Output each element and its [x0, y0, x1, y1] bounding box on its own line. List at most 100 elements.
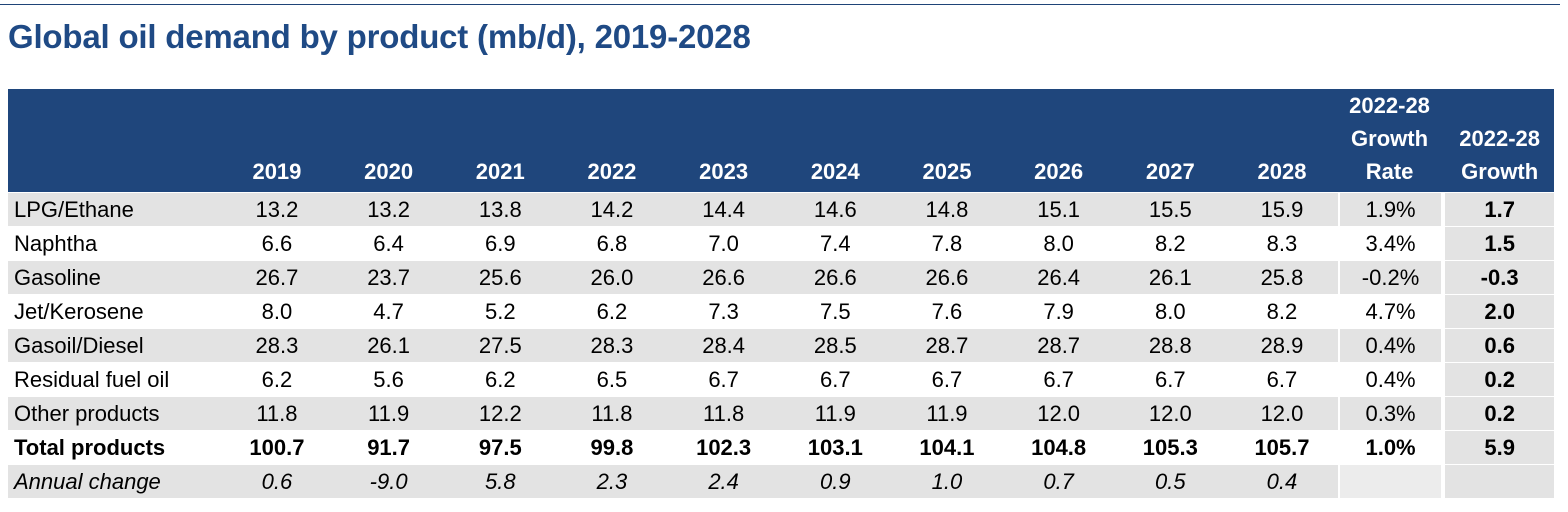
growth-rate-cell: 3.4%	[1337, 226, 1442, 260]
growth-rate-cell: 1.9%	[1337, 192, 1442, 226]
value-cell: 6.4	[332, 226, 445, 260]
value-cell: 6.2	[556, 294, 668, 328]
header-year: 2021	[444, 89, 557, 192]
value-cell: 26.0	[556, 260, 668, 294]
value-cell: 15.9	[1226, 192, 1338, 226]
value-cell: 28.9	[1226, 328, 1338, 362]
header-growth: 2022-28 Growth	[1441, 89, 1554, 192]
growth-rate-cell	[1337, 464, 1442, 498]
value-cell: 7.3	[667, 294, 780, 328]
value-cell: 8.2	[1226, 294, 1338, 328]
value-cell: 7.6	[891, 294, 1003, 328]
value-cell: 26.6	[667, 260, 780, 294]
value-cell: 5.2	[444, 294, 557, 328]
growth-cell: 1.5	[1441, 226, 1554, 260]
value-cell: 6.7	[779, 362, 892, 396]
header-year: 2028	[1226, 89, 1338, 192]
value-cell: 99.8	[556, 430, 668, 464]
header-growth-rate: 2022-28 Growth Rate	[1337, 89, 1442, 192]
value-cell: 1.0	[891, 464, 1003, 498]
value-cell: 97.5	[444, 430, 557, 464]
value-cell: 6.7	[891, 362, 1003, 396]
value-cell: 105.7	[1226, 430, 1338, 464]
value-cell: 26.6	[891, 260, 1003, 294]
row-label: Total products	[8, 430, 222, 464]
value-cell: 6.7	[667, 362, 780, 396]
value-cell: 7.8	[891, 226, 1003, 260]
row-label: Annual change	[8, 464, 222, 498]
value-cell: 28.5	[779, 328, 892, 362]
row-label: Gasoil/Diesel	[8, 328, 222, 362]
value-cell: 14.2	[556, 192, 668, 226]
growth-cell: -0.3	[1441, 260, 1554, 294]
growth-rate-cell: 0.4%	[1337, 362, 1442, 396]
value-cell: 104.1	[891, 430, 1003, 464]
top-rule	[0, 4, 1560, 5]
row-label: Naphtha	[8, 226, 222, 260]
header-row: 2019 2020 2021 2022 2023 2024 2025 2026 …	[8, 89, 1554, 192]
growth-rate-cell: 0.4%	[1337, 328, 1442, 362]
value-cell: 23.7	[332, 260, 445, 294]
header-year: 2026	[1002, 89, 1115, 192]
value-cell: 26.4	[1002, 260, 1115, 294]
growth-cell: 0.2	[1441, 362, 1554, 396]
header-year: 2024	[779, 89, 892, 192]
value-cell: 28.7	[1002, 328, 1115, 362]
value-cell: 12.0	[1002, 396, 1115, 430]
value-cell: 8.0	[221, 294, 333, 328]
value-cell: 28.3	[221, 328, 333, 362]
header-year: 2025	[891, 89, 1003, 192]
value-cell: 0.4	[1226, 464, 1338, 498]
value-cell: 25.6	[444, 260, 557, 294]
header-year: 2023	[667, 89, 780, 192]
row-label: Gasoline	[8, 260, 222, 294]
value-cell: 2.4	[667, 464, 780, 498]
header-year: 2027	[1114, 89, 1227, 192]
value-cell: 12.2	[444, 396, 557, 430]
value-cell: 25.8	[1226, 260, 1338, 294]
value-cell: 8.3	[1226, 226, 1338, 260]
row-label: LPG/Ethane	[8, 192, 222, 226]
value-cell: 91.7	[332, 430, 445, 464]
value-cell: 5.8	[444, 464, 557, 498]
value-cell: 12.0	[1114, 396, 1227, 430]
value-cell: 0.5	[1114, 464, 1227, 498]
growth-rate-cell: 1.0%	[1337, 430, 1442, 464]
value-cell: 15.5	[1114, 192, 1227, 226]
value-cell: 26.6	[779, 260, 892, 294]
table-row: Annual change 0.6 -9.0 5.8 2.3 2.4 0.9 1.0 0.7 0.…	[8, 464, 1554, 498]
table-row: Gasoil/Diesel 28.3 26.1 27.5 28.3 28.4 28.5 28.…	[8, 328, 1554, 362]
table-body: LPG/Ethane 13.2 13.2 13.8 14.2 14.4 14.6 14.8 15…	[8, 192, 1554, 498]
value-cell: 14.6	[779, 192, 892, 226]
value-cell: 0.6	[221, 464, 333, 498]
header-year: 2022	[556, 89, 668, 192]
growth-cell: 2.0	[1441, 294, 1554, 328]
value-cell: 11.8	[556, 396, 668, 430]
value-cell: 11.9	[891, 396, 1003, 430]
value-cell: 28.7	[891, 328, 1003, 362]
table-row: Other products 11.8 11.9 12.2 11.8 11.8 11.9 11…	[8, 396, 1554, 430]
value-cell: 0.7	[1002, 464, 1115, 498]
value-cell: 6.7	[1114, 362, 1227, 396]
value-cell: 6.2	[221, 362, 333, 396]
value-cell: 0.9	[779, 464, 892, 498]
value-cell: 28.8	[1114, 328, 1227, 362]
value-cell: 4.7	[332, 294, 445, 328]
value-cell: 105.3	[1114, 430, 1227, 464]
page-title: Global oil demand by product (mb/d), 201…	[8, 18, 751, 55]
value-cell: 12.0	[1226, 396, 1338, 430]
value-cell: 7.0	[667, 226, 780, 260]
value-cell: 100.7	[221, 430, 333, 464]
value-cell: 11.9	[779, 396, 892, 430]
header-year: 2019	[221, 89, 333, 192]
value-cell: 6.2	[444, 362, 557, 396]
growth-cell: 5.9	[1441, 430, 1554, 464]
value-cell: 8.0	[1114, 294, 1227, 328]
value-cell: 5.6	[332, 362, 445, 396]
growth-rate-cell: 4.7%	[1337, 294, 1442, 328]
value-cell: 11.8	[667, 396, 780, 430]
growth-cell: 1.7	[1441, 192, 1554, 226]
value-cell: -9.0	[332, 464, 445, 498]
value-cell: 7.5	[779, 294, 892, 328]
value-cell: 11.8	[221, 396, 333, 430]
